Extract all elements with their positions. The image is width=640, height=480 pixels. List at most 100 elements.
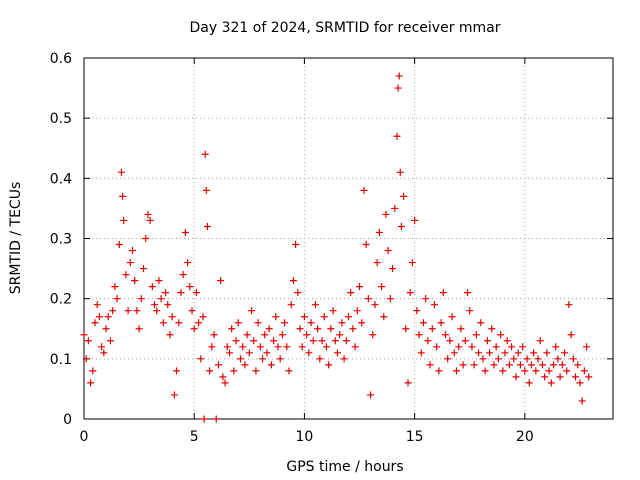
data-point: [98, 343, 106, 351]
data-point: [494, 355, 502, 363]
data-point: [195, 319, 203, 327]
data-point: [303, 331, 311, 339]
data-point: [351, 343, 359, 351]
data-point: [567, 331, 575, 339]
data-point: [466, 307, 474, 315]
y-tick-label: 0.2: [50, 292, 72, 308]
data-point: [402, 325, 410, 333]
data-point: [250, 337, 258, 345]
data-point: [373, 259, 381, 267]
data-point: [415, 331, 423, 339]
data-point: [265, 325, 273, 333]
data-point: [382, 210, 390, 218]
data-point: [203, 222, 211, 230]
data-point: [459, 361, 467, 369]
data-point: [232, 337, 240, 345]
data-point: [356, 283, 364, 291]
data-point: [439, 289, 447, 297]
data-point: [481, 367, 489, 375]
data-point: [128, 247, 136, 255]
data-point: [470, 361, 478, 369]
data-point: [267, 361, 275, 369]
data-point: [468, 343, 476, 351]
data-point: [166, 331, 174, 339]
data-point: [413, 307, 421, 315]
axis-ticks: 0 0.1 0.2 0.3 0.4 0.5 0.6 0 5 10 15 20: [50, 51, 613, 445]
data-point: [252, 367, 260, 375]
data-point: [375, 228, 383, 236]
data-point: [276, 355, 284, 363]
data-point: [556, 373, 564, 381]
data-point: [523, 355, 531, 363]
data-point: [419, 319, 427, 327]
data-point: [230, 367, 238, 375]
data-point: [558, 361, 566, 369]
data-point: [378, 283, 386, 291]
data-point: [475, 349, 483, 357]
data-point: [272, 313, 280, 321]
data-point: [175, 319, 183, 327]
data-point: [333, 349, 341, 357]
data-point: [199, 313, 207, 321]
data-point: [106, 337, 114, 345]
data-point: [342, 337, 350, 345]
data-point: [574, 361, 582, 369]
data-point: [386, 295, 394, 303]
data-point: [585, 373, 593, 381]
data-point: [530, 349, 538, 357]
y-tick-label: 0.5: [50, 111, 72, 127]
data-point: [117, 168, 125, 176]
data-point: [521, 367, 529, 375]
x-tick-label: 15: [406, 429, 424, 445]
data-point: [234, 319, 242, 327]
data-point: [162, 289, 170, 297]
data-point: [197, 355, 205, 363]
data-point: [190, 325, 198, 333]
data-point: [278, 331, 286, 339]
data-point: [281, 319, 289, 327]
data-point: [309, 337, 317, 345]
data-point: [155, 277, 163, 285]
data-point: [435, 367, 443, 375]
data-point: [300, 313, 308, 321]
data-point: [362, 241, 370, 249]
data-point: [527, 361, 535, 369]
x-tick-label: 0: [80, 429, 89, 445]
data-point: [380, 313, 388, 321]
data-point: [219, 373, 227, 381]
data-point: [283, 343, 291, 351]
data-point: [294, 289, 302, 297]
data-point: [144, 210, 152, 218]
data-point: [391, 204, 399, 212]
data-point: [497, 331, 505, 339]
data-point: [113, 295, 121, 303]
data-point: [254, 319, 262, 327]
data-point: [340, 355, 348, 363]
data-point: [450, 349, 458, 357]
data-point: [263, 349, 271, 357]
data-point: [397, 222, 405, 230]
data-point: [225, 349, 233, 357]
data-point: [516, 361, 524, 369]
data-point: [349, 325, 357, 333]
data-point: [347, 289, 355, 297]
x-tick-label: 5: [190, 429, 199, 445]
data-point: [89, 367, 97, 375]
data-point: [408, 259, 416, 267]
data-point: [554, 355, 562, 363]
data-point: [486, 349, 494, 357]
data-point: [393, 132, 401, 140]
data-point: [256, 343, 264, 351]
data-point: [477, 319, 485, 327]
data-point: [184, 259, 192, 267]
data-point: [157, 295, 165, 303]
data-point: [168, 313, 176, 321]
data-point: [549, 361, 557, 369]
data-point: [285, 367, 293, 375]
data-point: [358, 319, 366, 327]
data-point: [102, 325, 110, 333]
data-point: [243, 331, 251, 339]
data-point: [124, 307, 132, 315]
data-point: [289, 277, 297, 285]
data-point: [565, 301, 573, 309]
